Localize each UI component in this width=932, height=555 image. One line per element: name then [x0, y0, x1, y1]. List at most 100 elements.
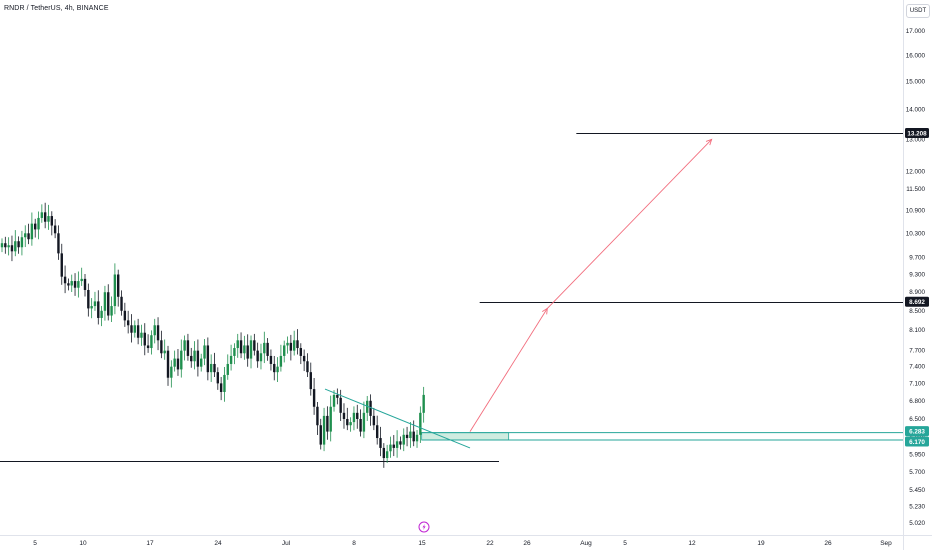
price-tick-label: 9.300 — [909, 271, 925, 278]
candle-body — [213, 363, 216, 373]
candle-body — [226, 363, 229, 375]
candle-body — [4, 243, 7, 248]
candle-body — [153, 325, 156, 336]
lightning-glyph — [422, 524, 426, 530]
time-tick-label: Aug — [580, 540, 592, 547]
price-label-box — [905, 296, 929, 307]
candle-body — [273, 363, 276, 373]
price-labels: 13.208 8.692 6.283 6.170 — [905, 128, 929, 447]
time-tick-label: 10 — [79, 540, 87, 547]
candle-body — [80, 278, 83, 282]
price-tick-label: 8.500 — [909, 308, 925, 315]
price-label-text: 13.208 — [907, 130, 927, 137]
candle-body — [136, 325, 140, 338]
candle-body — [312, 389, 316, 407]
price-label-text: 6.170 — [909, 439, 925, 446]
projection-arrow[interactable] — [469, 308, 548, 432]
candle-body — [349, 422, 352, 426]
projection-arrowhead — [542, 307, 548, 315]
candle-body — [24, 233, 27, 238]
candle-body — [389, 444, 392, 452]
candle-body — [266, 342, 269, 356]
candle-body — [107, 292, 110, 316]
candle-body — [37, 217, 40, 230]
candle-body — [156, 325, 160, 341]
event-marker[interactable] — [418, 521, 430, 533]
candle-body — [256, 350, 259, 362]
candle-body — [0, 243, 4, 248]
candle-body — [43, 212, 47, 222]
candle-body — [259, 353, 263, 362]
time-tick-label: 5 — [33, 540, 37, 547]
candle-body — [83, 278, 87, 290]
candle-body — [263, 342, 266, 354]
projection-group — [469, 138, 713, 432]
candle-body — [339, 397, 342, 413]
candle-body — [419, 412, 422, 435]
candle-body — [196, 350, 200, 367]
candle-body — [73, 281, 77, 288]
candle-body — [146, 345, 150, 349]
candle-body — [209, 363, 213, 373]
candle-body — [375, 425, 379, 439]
price-tick-label: 9.700 — [909, 255, 925, 262]
candle-body — [412, 431, 415, 442]
candle-body — [286, 342, 289, 346]
trendline[interactable] — [324, 388, 471, 449]
candle-body — [236, 340, 239, 349]
price-tick-label: 10.900 — [906, 207, 926, 214]
price-tick-label: 5.230 — [909, 504, 925, 511]
candle-body — [120, 296, 123, 311]
candle-body — [50, 216, 54, 226]
candle-body — [160, 340, 163, 354]
time-tick-label: 17 — [146, 540, 154, 547]
price-tick-label: 15.000 — [906, 79, 926, 86]
price-tick-label: 12.000 — [906, 169, 926, 176]
candle-body — [279, 355, 283, 367]
candle-body — [372, 415, 376, 426]
candle-body — [392, 444, 395, 448]
candle-body — [246, 345, 249, 359]
candle-body — [352, 412, 356, 423]
entry-zone — [421, 432, 903, 441]
candle-body — [269, 355, 273, 364]
time-tick-label: Jul — [282, 540, 291, 547]
candle-body — [176, 358, 180, 370]
price-label-text: 8.692 — [909, 299, 925, 306]
candle-body — [319, 425, 322, 445]
currency-button[interactable]: USDT — [906, 4, 930, 18]
candle-body — [369, 400, 372, 416]
candle-body — [399, 441, 402, 445]
candle-body — [292, 340, 296, 351]
candle-body — [183, 340, 186, 351]
candle-body — [163, 350, 166, 354]
candle-body — [216, 372, 220, 384]
candle-body — [20, 237, 24, 248]
candle-body — [239, 340, 243, 354]
time-tick-label: 26 — [824, 540, 832, 547]
candle-body — [113, 274, 117, 307]
candles — [0, 202, 425, 468]
candle-body — [90, 306, 93, 309]
candle-body — [356, 412, 359, 419]
candle-body — [332, 394, 336, 407]
price-tick-label: 8.100 — [909, 327, 925, 334]
price-tick-label: 7.400 — [909, 364, 925, 371]
candle-body — [249, 340, 253, 359]
price-tick-label: 17.000 — [906, 28, 926, 35]
candle-body — [150, 335, 153, 349]
price-label-box — [905, 426, 929, 437]
price-tick-label: 5.950 — [909, 452, 925, 459]
candle-body — [103, 292, 107, 311]
candle-body — [299, 348, 303, 356]
horizontal-levels — [0, 133, 903, 462]
candle-body — [133, 325, 137, 333]
price-tick-label: 6.500 — [909, 416, 925, 423]
candle-body — [143, 332, 146, 346]
candle-body — [302, 355, 306, 362]
candle-body — [362, 412, 366, 432]
projection-arrow[interactable] — [547, 139, 712, 309]
candle-body — [173, 358, 176, 367]
